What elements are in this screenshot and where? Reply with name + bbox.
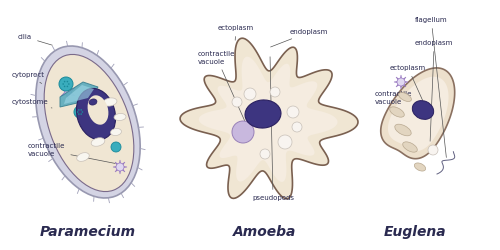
Text: pseudopods: pseudopods (252, 57, 294, 201)
Ellipse shape (103, 98, 117, 106)
Circle shape (244, 88, 256, 100)
Text: Euglena: Euglena (384, 225, 446, 239)
Circle shape (74, 106, 86, 118)
Ellipse shape (89, 99, 97, 105)
Text: contractile
vacuole: contractile vacuole (375, 84, 412, 104)
Text: cytoproct: cytoproct (12, 72, 45, 84)
Text: ectoplasm: ectoplasm (218, 25, 254, 40)
Ellipse shape (114, 114, 126, 120)
Text: cilia: cilia (18, 34, 52, 45)
Circle shape (111, 142, 121, 152)
Circle shape (62, 83, 64, 85)
Circle shape (78, 109, 80, 111)
Ellipse shape (44, 54, 134, 192)
Circle shape (278, 135, 292, 149)
Polygon shape (64, 85, 94, 104)
Ellipse shape (36, 46, 140, 198)
Circle shape (66, 86, 68, 87)
Ellipse shape (402, 142, 417, 152)
Polygon shape (199, 57, 338, 182)
Polygon shape (380, 68, 454, 159)
Text: cytostome: cytostome (12, 99, 52, 108)
Circle shape (77, 111, 78, 113)
Ellipse shape (76, 153, 90, 161)
Text: Paramecium: Paramecium (40, 225, 136, 239)
Polygon shape (394, 75, 408, 89)
Circle shape (64, 86, 66, 87)
Text: flagellum: flagellum (415, 17, 448, 158)
Polygon shape (113, 160, 127, 174)
Circle shape (64, 81, 66, 82)
Circle shape (66, 81, 68, 82)
Text: endoplasm: endoplasm (415, 40, 454, 141)
Text: contractile
vacuole: contractile vacuole (28, 144, 116, 164)
Ellipse shape (110, 128, 122, 136)
Polygon shape (61, 84, 75, 100)
Ellipse shape (412, 100, 434, 119)
Polygon shape (180, 38, 358, 199)
Circle shape (287, 106, 299, 118)
Polygon shape (388, 77, 448, 151)
Text: contractile
vacuole: contractile vacuole (198, 52, 246, 124)
Circle shape (292, 122, 302, 132)
Circle shape (397, 78, 405, 86)
Ellipse shape (76, 88, 116, 140)
Ellipse shape (414, 163, 426, 171)
Circle shape (80, 113, 82, 115)
Ellipse shape (395, 124, 411, 136)
Circle shape (260, 149, 270, 159)
Circle shape (270, 87, 280, 97)
Circle shape (116, 163, 124, 171)
Circle shape (428, 145, 438, 155)
Circle shape (78, 113, 80, 115)
Text: ectoplasm: ectoplasm (390, 65, 430, 116)
Circle shape (82, 111, 83, 113)
Circle shape (68, 83, 70, 85)
Ellipse shape (88, 95, 108, 125)
Circle shape (80, 109, 82, 111)
Circle shape (232, 97, 242, 107)
Text: endoplasm: endoplasm (270, 29, 328, 47)
Circle shape (232, 121, 254, 143)
Polygon shape (60, 82, 98, 107)
Text: Amoeba: Amoeba (234, 225, 296, 239)
Ellipse shape (398, 92, 411, 102)
Ellipse shape (245, 100, 281, 128)
Circle shape (59, 77, 73, 91)
Ellipse shape (390, 107, 404, 117)
Ellipse shape (91, 138, 105, 146)
